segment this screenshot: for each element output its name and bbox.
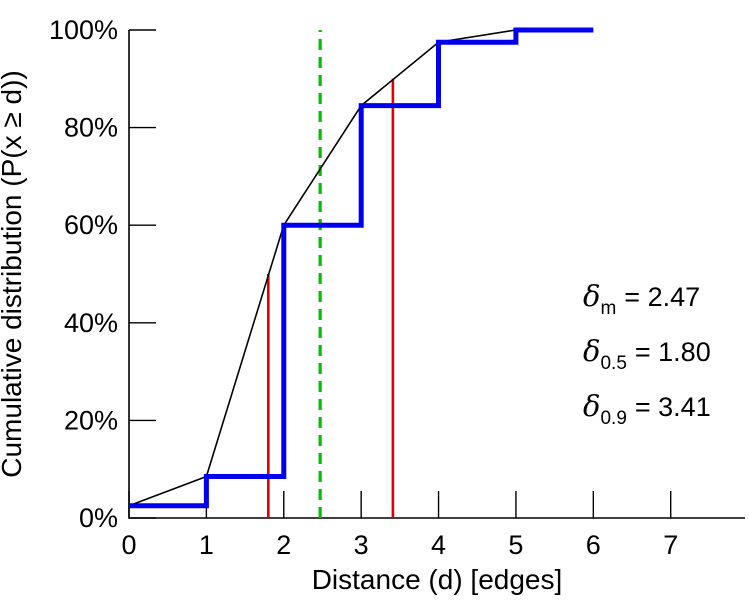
x-axis-label: Distance (d) [edges]: [312, 564, 563, 595]
y-tick-label: 60%: [64, 210, 118, 240]
y-axis-label: Cumulative distribution (P(x ≥ d)): [0, 70, 27, 478]
x-tick-label: 2: [276, 530, 291, 560]
y-tick-label: 0%: [79, 503, 118, 533]
x-tick-label: 0: [121, 530, 136, 560]
y-tick-label: 20%: [64, 405, 118, 435]
x-tick-label: 5: [508, 530, 523, 560]
annotation-delta-0.9: δ0.9 = 3.41: [583, 389, 711, 429]
x-tick-label: 7: [663, 530, 678, 560]
y-tick-label: 100%: [49, 15, 118, 45]
y-tick-label: 80%: [64, 113, 118, 143]
x-tick-label: 6: [586, 530, 601, 560]
x-tick-label: 4: [431, 530, 446, 560]
annotation-delta-0.5: δ0.5 = 1.80: [583, 334, 711, 374]
y-tick-label: 40%: [64, 308, 118, 338]
annotation-delta-m: δm = 2.47: [583, 279, 700, 319]
x-tick-label: 3: [354, 530, 369, 560]
cdf-linear-interpolation: [128, 29, 594, 507]
x-tick-label: 1: [199, 530, 214, 560]
cdf-step: [129, 27, 594, 509]
